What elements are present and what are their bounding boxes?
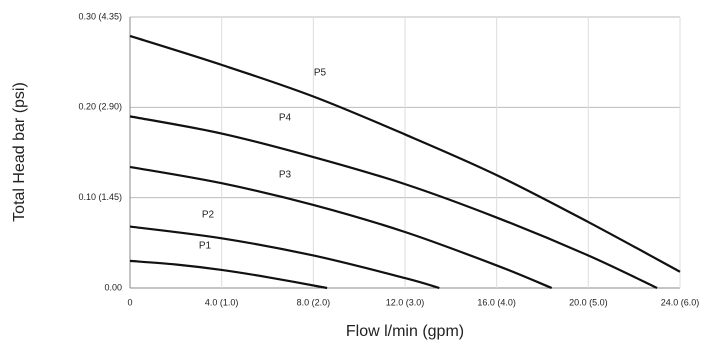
series-label: P4 [279,113,292,124]
series-label: P1 [199,241,212,252]
x-tick-label: 0 [127,297,132,307]
y-tick-label: 0.20 (2.90) [78,102,122,112]
x-axis-title: Flow l/min (gpm) [346,323,464,340]
x-tick-label: 16.0 (4.0) [477,297,516,307]
y-tick-label: 0.00 [104,282,122,292]
pump-curve [129,115,658,289]
series-label: P3 [279,170,292,181]
x-tick-label: 20.0 (5.0) [569,297,608,307]
pump-curve [129,225,440,290]
pump-curve [129,34,681,273]
series-label: P5 [314,68,327,79]
x-tick-label: 4.0 (1.0) [205,297,239,307]
pump-curve [129,165,553,290]
pump-curve [129,259,328,290]
y-tick-label: 0.10 (1.45) [78,192,122,202]
y-axis-title: Total Head bar (psi) [11,82,28,222]
x-tick-label: 12.0 (3.0) [386,297,425,307]
y-tick-label: 0.30 (4.35) [78,11,122,21]
x-tick-label: 24.0 (6.0) [661,297,700,307]
series-label: P2 [202,210,215,221]
x-tick-label: 8.0 (2.0) [297,297,331,307]
